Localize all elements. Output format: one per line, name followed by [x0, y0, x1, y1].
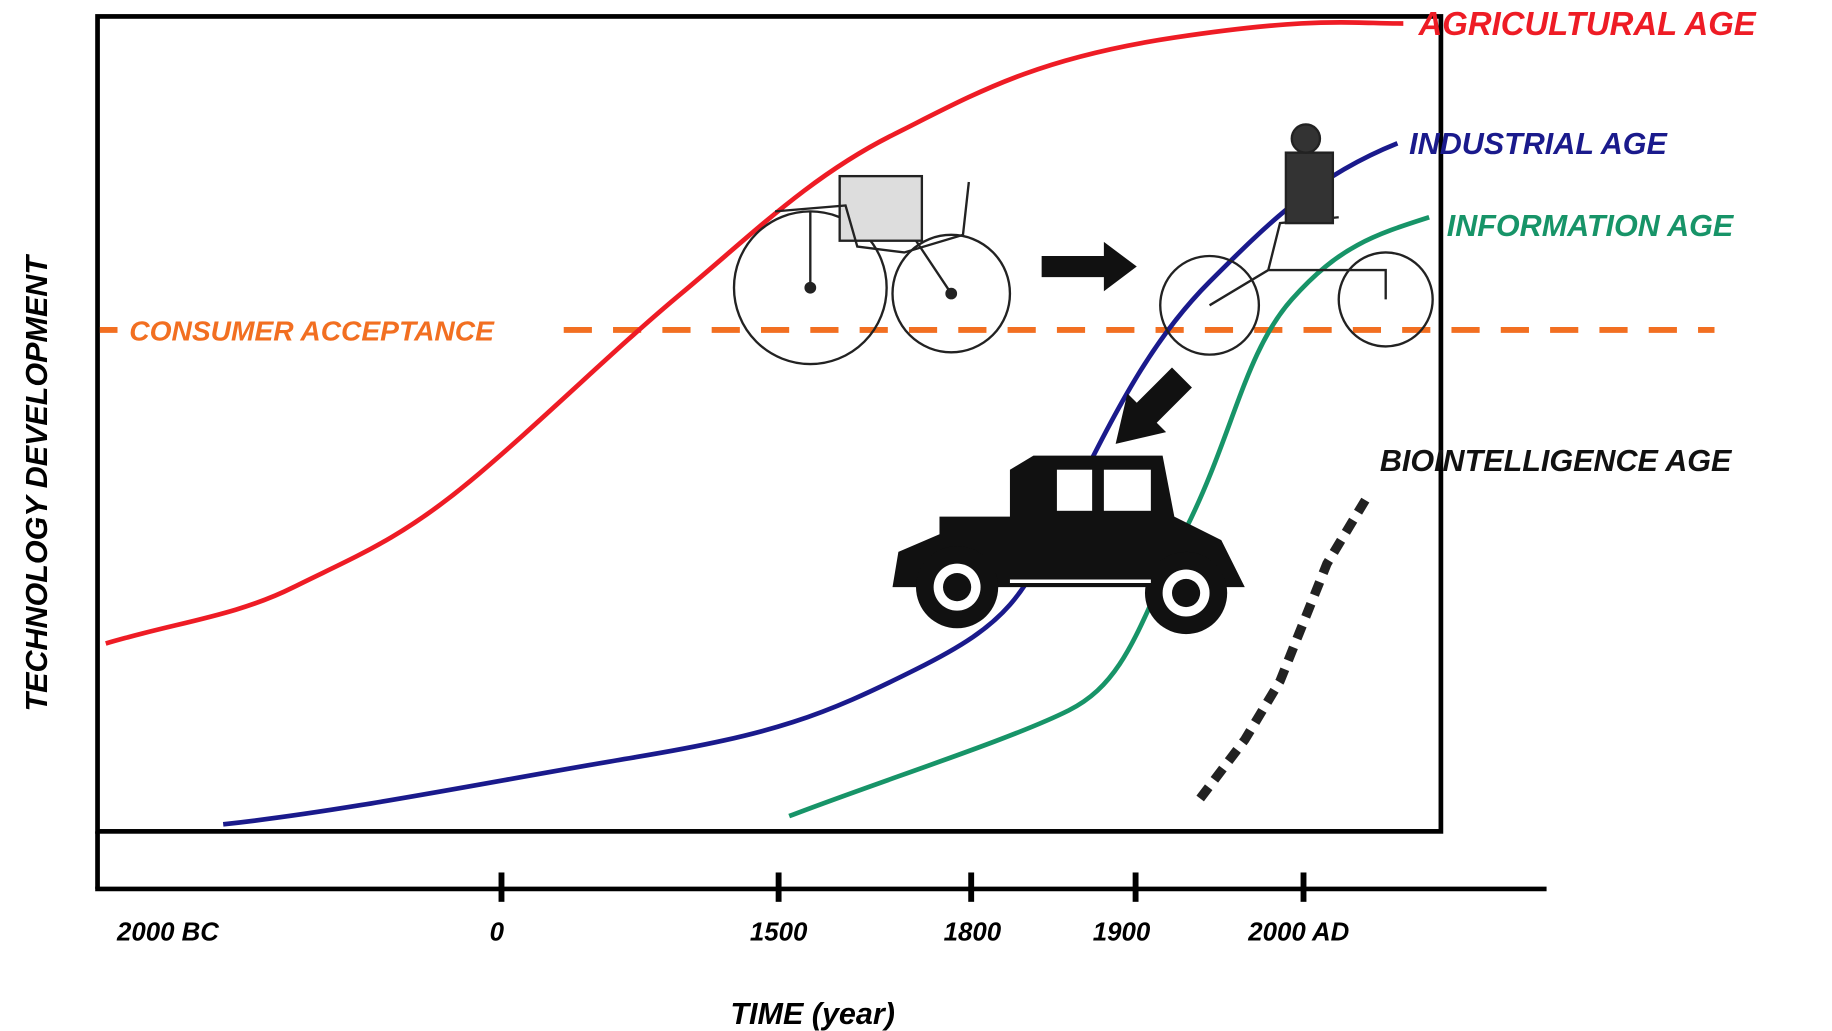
curve-label: AGRICULTURAL AGE	[1418, 5, 1757, 42]
arrow	[1042, 242, 1137, 291]
arrow	[1116, 368, 1192, 444]
x-tick-label: 0	[490, 919, 505, 947]
curve-label: BIOINTELLIGENCE AGE	[1380, 444, 1733, 478]
x-tick-label: 2000 BC	[116, 919, 219, 947]
curve-label: INDUSTRIAL AGE	[1409, 127, 1668, 161]
x-tick-label: 2000 AD	[1247, 919, 1349, 947]
x-tick-label: 1500	[750, 919, 808, 947]
horse-carriage-icon	[734, 176, 1010, 364]
curve-label: INFORMATION AGE	[1447, 209, 1735, 243]
plot-frame	[98, 16, 1441, 831]
y-axis-label: TECHNOLOGY DEVELOPMENT	[20, 254, 54, 712]
x-tick-label: 1900	[1093, 919, 1151, 947]
biointelligence-curve	[1200, 496, 1368, 799]
x-axis-label: TIME (year)	[730, 997, 894, 1031]
threshold-label: CONSUMER ACCEPTANCE	[129, 315, 495, 347]
diagram: CONSUMER ACCEPTANCE AGRICULTURAL AGE IND…	[0, 0, 1832, 1031]
model-t-icon	[893, 456, 1245, 634]
early-car-icon	[1160, 124, 1432, 354]
x-tick-label: 1800	[944, 919, 1002, 947]
